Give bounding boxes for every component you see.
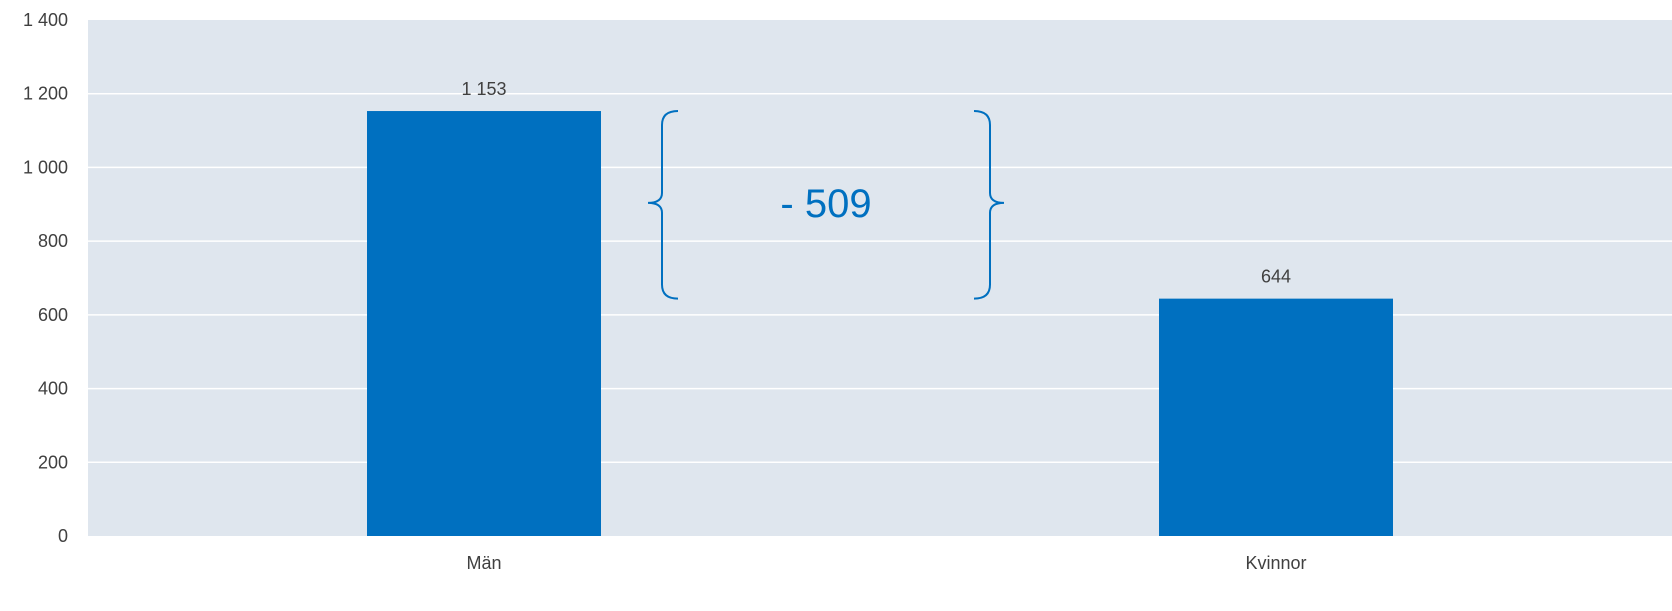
- y-tick-label: 1 200: [23, 84, 68, 104]
- gridlines: [88, 92, 1672, 464]
- data-label: 644: [1261, 267, 1291, 287]
- y-axis: 0 200 400 600 800 1 000 1 200 1 400: [23, 10, 68, 546]
- y-tick-label: 0: [58, 526, 68, 546]
- y-tick-label: 600: [38, 305, 68, 325]
- y-tick-label: 1 000: [23, 157, 68, 177]
- difference-label: - 509: [780, 182, 871, 226]
- data-labels: 1 153 644: [461, 79, 1291, 287]
- difference-annotation: - 509: [647, 110, 1005, 300]
- bar: [367, 111, 601, 536]
- right-brace-icon: [973, 110, 1005, 300]
- bars: [367, 111, 1393, 536]
- bar: [1159, 298, 1393, 536]
- data-label: 1 153: [461, 79, 506, 99]
- x-tick-label: Kvinnor: [1245, 553, 1306, 573]
- x-tick-label: Män: [466, 553, 501, 573]
- y-tick-label: 800: [38, 231, 68, 251]
- plot-area: [88, 20, 1672, 536]
- y-tick-label: 400: [38, 379, 68, 399]
- x-axis: Män Kvinnor: [466, 553, 1306, 573]
- y-tick-label: 200: [38, 452, 68, 472]
- y-tick-label: 1 400: [23, 10, 68, 30]
- left-brace-icon: [647, 110, 679, 300]
